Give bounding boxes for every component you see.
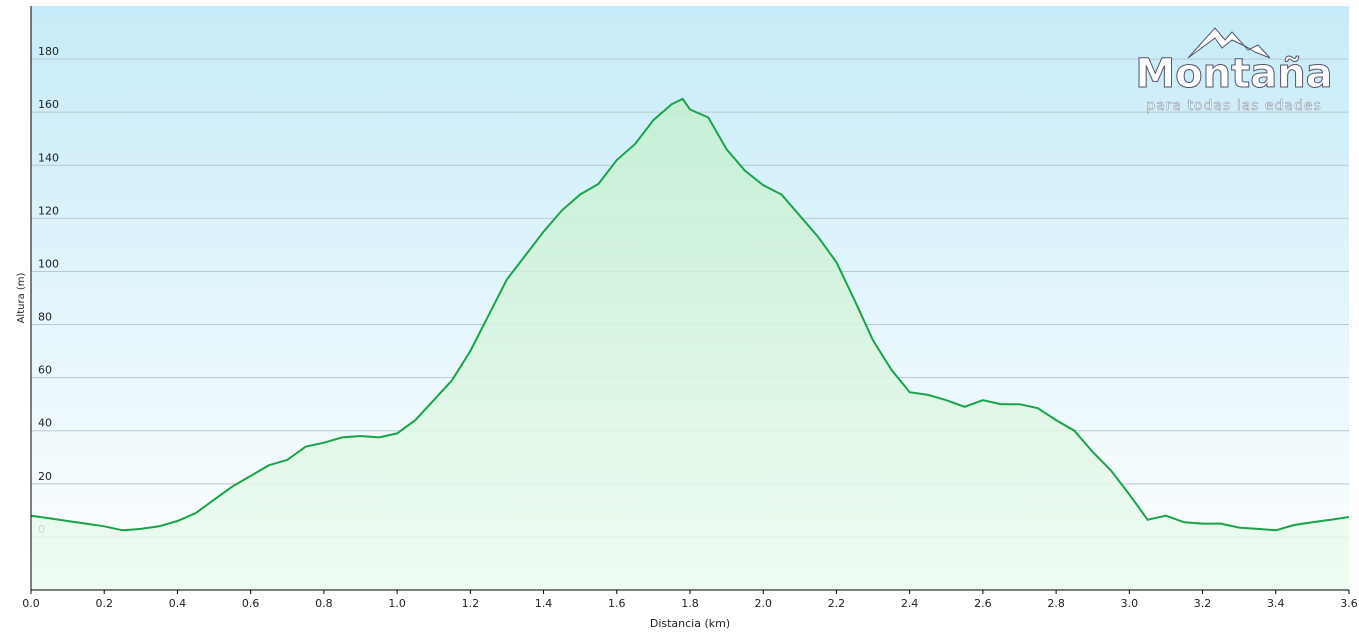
x-tick-label: 1.4 xyxy=(535,597,553,610)
x-tick-label: 1.0 xyxy=(388,597,406,610)
y-tick-label: 180 xyxy=(38,45,59,58)
x-tick-label: 0.8 xyxy=(315,597,333,610)
y-tick-label: 120 xyxy=(38,204,59,217)
area xyxy=(31,98,1349,591)
x-tick-label: 3.6 xyxy=(1340,597,1358,610)
y-tick-label: 60 xyxy=(38,364,52,377)
y-axis-label: Altura (m) xyxy=(16,272,27,323)
x-tick-label: 1.6 xyxy=(608,597,626,610)
line xyxy=(30,97,1350,532)
x-tick-label: 0.0 xyxy=(22,597,40,610)
x-tick-label: 1.8 xyxy=(681,597,699,610)
x-tick-label: 0.2 xyxy=(95,597,113,610)
logo-subtitle: para todas las edades xyxy=(1146,98,1322,114)
x-tick-label: 2.6 xyxy=(974,597,992,610)
x-tick-label: 1.2 xyxy=(462,597,480,610)
x-tick-label: 2.4 xyxy=(901,597,919,610)
y-tick-label: 160 xyxy=(38,98,59,111)
y-tick-label: 80 xyxy=(38,311,52,324)
x-tick-label: 3.4 xyxy=(1267,597,1285,610)
x-tick-label: 3.0 xyxy=(1121,597,1139,610)
y-tick-label: 100 xyxy=(38,257,59,270)
x-axis-label: Distancia (km) xyxy=(650,617,730,630)
x-tick-label: 2.2 xyxy=(828,597,846,610)
x-tick-label: 2.0 xyxy=(754,597,772,610)
x-tick-label: 0.4 xyxy=(169,597,187,610)
y-tick-label: 140 xyxy=(38,151,59,164)
y-tick-label: 20 xyxy=(38,470,52,483)
x-tick-label: 0.6 xyxy=(242,597,260,610)
logo-mountain xyxy=(1187,27,1271,59)
y-tick-label: 40 xyxy=(38,417,52,430)
logo-title: Montaña xyxy=(1135,51,1332,97)
x-tick-label: 3.2 xyxy=(1194,597,1212,610)
x-tick-label: 2.8 xyxy=(1047,597,1065,610)
